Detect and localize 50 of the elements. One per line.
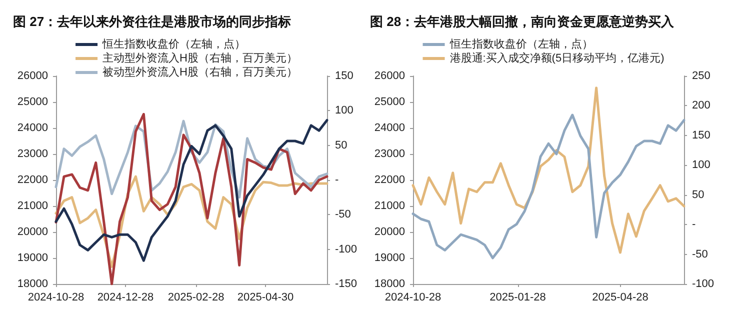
x-tick-label: 2025-01-28 [490,292,546,304]
y-tick-label: 22000 [17,174,48,186]
y-tick-label: 19000 [17,252,48,264]
line-series [412,114,686,260]
x-tick-label: 2024-10-28 [28,292,84,304]
y-tick-label: 22000 [374,174,405,186]
y2-tick-label: 200 [692,100,710,112]
y2-tick-label: 100 [335,104,354,117]
x-tick-label: 2024-12-28 [97,292,154,304]
y-tick-label: 25000 [374,96,405,108]
y2-tick-label: -100 [692,278,714,290]
y-tick-label: 26000 [17,70,48,82]
chart-title: 图 27：去年以来外资往往是港股市场的同步指标 [13,14,292,29]
legend-label: 被动型外资流入H股（右轴，百万美元） [102,66,298,78]
y-tick-label: 20000 [17,226,48,238]
y2-tick-label: -100 [335,243,358,256]
line-series [54,118,328,262]
line-series [412,86,686,254]
legend-label: 主动型外资流入H股（右轴，百万美元） [102,52,298,64]
y2-tick-label: 100 [692,159,710,172]
x-tick-label: 2025-04-28 [592,292,648,304]
y2-tick-label: 150 [692,129,710,142]
x-tick-label: 2025-02-28 [168,292,224,304]
y2-tick-label: -50 [692,248,708,260]
legend-label: 恒生指数收盘价（左轴，点） [102,38,246,50]
y-tick-label: 23000 [17,148,48,160]
y-tick-label: 21000 [17,200,48,212]
y-tick-label: 23000 [374,148,405,160]
chart-title: 图 28：去年港股大幅回撤，南向资金更愿意逆势买入 [370,14,676,29]
y2-tick-label: - [692,218,696,231]
y-tick-label: 24000 [374,122,405,134]
y-tick-label: 26000 [374,70,405,82]
legend-label: 港股通:买入成交净额(5日移动平均，亿港元) [450,52,664,64]
y2-tick-label: 50 [692,188,704,201]
y-tick-label: 20000 [374,226,405,238]
y2-tick-label: 250 [692,70,710,82]
y2-tick-label: - [335,174,339,186]
x-tick-label: 2024-10-28 [384,292,442,304]
y-tick-label: 19000 [374,252,405,264]
x-tick-label: 2025-04-30 [237,292,294,304]
y2-tick-label: -50 [335,208,351,221]
y-tick-label: 18000 [374,278,405,290]
y2-tick-label: 50 [335,139,348,152]
y2-tick-label: 150 [335,70,354,82]
y-tick-label: 25000 [17,96,48,108]
y-tick-label: 24000 [17,122,48,134]
y2-tick-label: -150 [335,278,358,290]
legend-label: 恒生指数收盘价（左轴，点） [448,38,593,50]
y-tick-label: 18000 [17,278,48,290]
y-tick-label: 21000 [374,200,405,212]
